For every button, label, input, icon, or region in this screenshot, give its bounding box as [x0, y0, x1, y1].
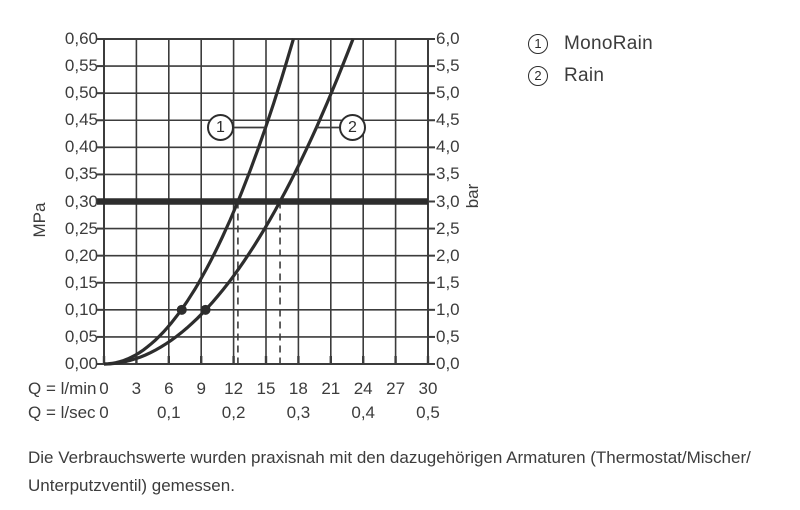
x-axis-lsec-title: Q = l/sec [28, 403, 96, 422]
y-right-tick-label: 2,5 [436, 218, 460, 238]
y-left-tick-label: 0,55 [64, 56, 98, 76]
y-right-tick-label: 5,0 [436, 83, 460, 103]
x-lsec-tick-label: 0,4 [351, 403, 375, 422]
y-left-tick-label: 0,30 [64, 191, 98, 211]
x-axis-lmin-title: Q = l/min [28, 379, 97, 398]
marker-monorain [176, 304, 187, 315]
y-right-tick-label: 6,0 [436, 29, 460, 48]
curve-label-1: 1 [207, 114, 234, 141]
x-lmin-tick-label: 0 [99, 379, 109, 398]
x-lmin-tick-label: 24 [353, 379, 373, 398]
y-left-tick-label: 0,60 [64, 29, 98, 48]
curve-label-2-number: 2 [348, 118, 357, 136]
curve-label-2: 2 [339, 114, 366, 141]
x-lsec-tick-label: 0,5 [416, 403, 440, 422]
x-lsec-tick-label: 0,1 [156, 403, 181, 422]
y-left-tick-label: 0,40 [64, 137, 98, 157]
curve-monorain [103, 38, 295, 366]
x-lmin-tick-label: 30 [418, 379, 438, 398]
legend-marker-1: 1 [528, 33, 548, 54]
y-left-tick-label: 0,10 [64, 299, 98, 319]
y-right-tick-label: 3,5 [436, 164, 460, 184]
caption-line-2: Unterputzventil) gemessen. [28, 476, 235, 495]
x-lmin-tick-label: 3 [131, 379, 142, 398]
y-left-tick-label: 0,05 [64, 326, 98, 346]
x-lmin-tick-label: 27 [386, 379, 406, 398]
x-lmin-tick-label: 15 [256, 379, 276, 398]
legend-label-monorain: MonoRain [564, 32, 654, 54]
caption: Die Verbrauchswerte wurden praxisnah mit… [28, 444, 751, 500]
x-lmin-tick-label: 21 [321, 379, 341, 398]
legend-label-rain: Rain [564, 64, 605, 86]
x-lmin-tick-label: 6 [164, 379, 174, 398]
y-left-tick-label: 0,25 [64, 218, 98, 238]
legend: 1 MonoRain 2 Rain [528, 33, 653, 97]
y-right-tick-label: 4,0 [436, 137, 460, 157]
chart-plot-area [97, 38, 435, 366]
legend-marker-2: 2 [528, 65, 548, 86]
curve-rain [103, 38, 355, 366]
caption-line-1: Die Verbrauchswerte wurden praxisnah mit… [28, 448, 751, 467]
y-left-tick-label: 0,15 [64, 272, 98, 292]
y-right-tick-label: 0,0 [436, 354, 460, 373]
x-lsec-tick-label: 0,2 [221, 403, 246, 422]
y-right-tick-label: 5,5 [436, 56, 460, 76]
y-right-tick-label: 3,0 [436, 191, 460, 211]
x-lmin-tick-label: 12 [224, 379, 244, 398]
x-lsec-tick-label: 0 [99, 403, 109, 422]
x-lmin-tick-label: 9 [196, 379, 206, 398]
y-left-tick-label: 0,00 [64, 354, 98, 373]
y-left-tick-label: 0,35 [64, 164, 98, 184]
x-lsec-tick-label: 0,3 [286, 403, 311, 422]
marker-rain [200, 304, 211, 315]
y-left-tick-label: 0,20 [64, 245, 98, 265]
legend-item-monorain: 1 MonoRain [528, 33, 653, 54]
y-right-tick-label: 2,0 [436, 245, 460, 265]
y-right-tick-label: 1,0 [436, 299, 460, 319]
y-right-tick-label: 0,5 [436, 326, 460, 346]
y-right-tick-label: 4,5 [436, 110, 460, 130]
y-left-tick-label: 0,50 [64, 83, 98, 103]
x-lmin-tick-label: 18 [288, 379, 308, 398]
y-right-tick-label: 1,5 [436, 272, 460, 292]
curve-label-1-number: 1 [216, 118, 225, 136]
y-left-tick-label: 0,45 [64, 110, 98, 130]
legend-item-rain: 2 Rain [528, 65, 653, 86]
